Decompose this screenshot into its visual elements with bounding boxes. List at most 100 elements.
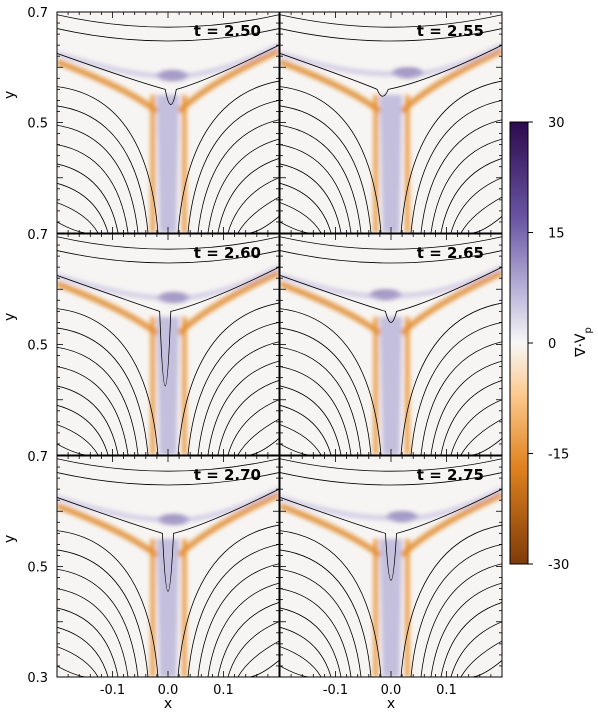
central-column — [379, 316, 403, 455]
field-line — [280, 458, 502, 472]
y-axis-label: y — [2, 535, 18, 543]
field-line — [237, 196, 279, 233]
x-tick-label: 0.0 — [158, 683, 179, 698]
field-line — [280, 385, 342, 455]
field-line — [450, 621, 502, 677]
y-axis-label: y — [2, 313, 18, 321]
field-line — [280, 366, 352, 455]
colorbar-tick-label: 30 — [548, 116, 565, 131]
central-column — [156, 538, 180, 677]
field-line — [410, 322, 502, 455]
field-line — [440, 380, 502, 455]
field-line — [197, 119, 279, 233]
right-stem — [181, 316, 187, 455]
field-line — [57, 236, 279, 250]
field-line — [400, 302, 502, 455]
field-line — [280, 144, 352, 233]
x-tick-label: 0.1 — [213, 683, 234, 698]
panel-ticks — [56, 455, 280, 678]
upper-band — [280, 486, 502, 521]
field-line — [280, 626, 332, 677]
field-line — [280, 549, 372, 677]
field-line — [197, 563, 279, 677]
field-line — [57, 163, 119, 233]
separatrix-line — [57, 44, 279, 105]
field-line — [217, 602, 279, 677]
field-lines — [280, 0, 502, 233]
field-line — [187, 100, 279, 233]
field-line — [57, 646, 99, 677]
left-stem — [373, 94, 379, 233]
upper-band — [280, 42, 502, 77]
panel-ticks — [279, 455, 503, 678]
central-column — [156, 94, 180, 233]
right-stem — [404, 538, 410, 677]
field-line — [57, 182, 109, 233]
field-lines — [57, 236, 279, 455]
upper-band — [57, 486, 279, 523]
panel-ticks — [56, 11, 280, 234]
field-line — [57, 588, 129, 677]
field-line — [420, 341, 502, 455]
field-line — [217, 158, 279, 233]
panel-field — [280, 236, 502, 455]
panel: t = 2.70 — [56, 455, 280, 678]
field-blobs — [57, 42, 279, 233]
field-line — [460, 640, 502, 677]
field-line — [57, 385, 119, 455]
field-line — [410, 100, 502, 233]
field-lines — [280, 236, 502, 455]
field-blobs — [280, 486, 502, 677]
field-line — [197, 341, 279, 455]
field-line — [280, 607, 342, 677]
panel-time-label: t = 2.60 — [194, 244, 261, 262]
field-line — [187, 322, 279, 455]
x-tick-label: -0.1 — [100, 683, 125, 698]
colorbar-tick-label: -15 — [548, 448, 569, 463]
field-line — [207, 138, 279, 233]
field-line — [400, 80, 502, 233]
field-line — [237, 418, 279, 455]
right-stem — [181, 538, 187, 677]
separatrix-line — [280, 266, 502, 323]
field-line — [177, 80, 279, 233]
field-line — [280, 250, 502, 264]
central-column — [156, 316, 180, 455]
field-line — [57, 549, 149, 677]
field-line — [440, 158, 502, 233]
separatrix-line — [280, 44, 502, 97]
field-line — [280, 404, 332, 455]
upper-band — [57, 264, 279, 301]
left-stem — [373, 316, 379, 455]
field-line — [410, 544, 502, 677]
axes-labels: 0.7 0.5 y 0.7 0.5 y 0.7 0.5 0.3 y -0.1 0.0 0.1 x -0.1 0… — [2, 6, 457, 712]
field-line — [57, 308, 159, 455]
panel-field — [280, 0, 502, 233]
field-line — [77, 676, 79, 677]
field-line — [187, 544, 279, 677]
upper-band — [280, 264, 502, 299]
panel-field — [280, 458, 502, 677]
field-line — [57, 28, 279, 42]
x-axis-label: x — [164, 696, 172, 712]
y-tick-label: 0.5 — [27, 561, 48, 576]
field-line — [280, 308, 382, 455]
field-line — [280, 86, 382, 233]
field-line — [57, 124, 139, 233]
field-line — [227, 399, 279, 455]
field-line — [280, 0, 502, 8]
field-line — [57, 327, 149, 455]
colorbar-tick-label: -30 — [548, 558, 569, 573]
left-stem — [373, 538, 379, 677]
field-line — [57, 0, 279, 8]
field-line — [57, 86, 159, 233]
field-blobs — [57, 486, 279, 677]
field-line — [430, 360, 502, 455]
field-line — [280, 182, 332, 233]
panel-field — [57, 0, 279, 233]
field-line — [57, 105, 149, 233]
field-line — [280, 28, 502, 42]
y-tick-label: 0.5 — [27, 117, 48, 132]
panel-ticks — [279, 233, 503, 456]
field-line — [57, 458, 279, 472]
